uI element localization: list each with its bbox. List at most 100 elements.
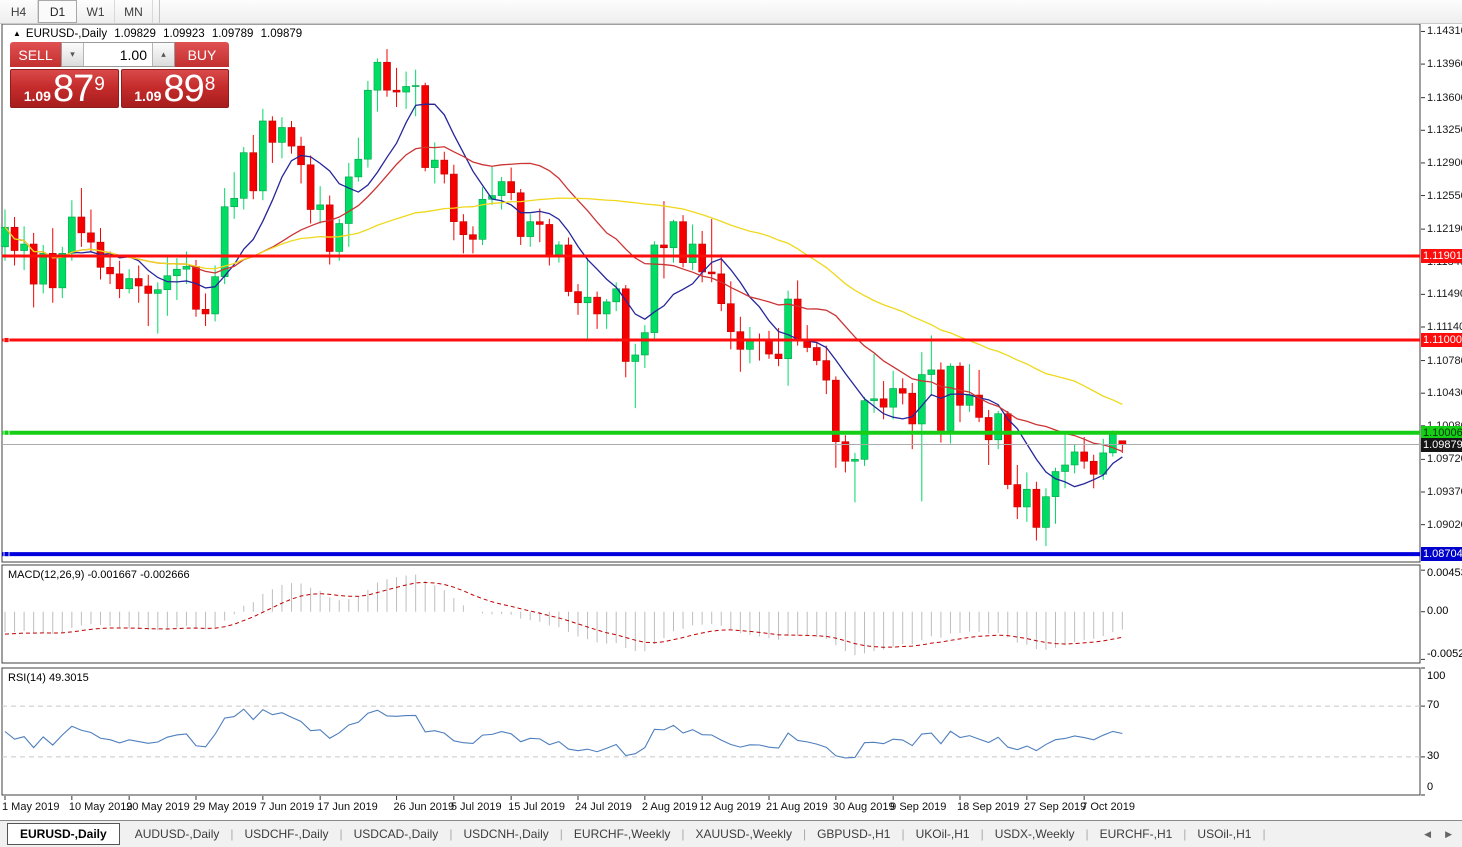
tab-scroll-right-button[interactable]: ▶ (1445, 828, 1452, 839)
candle (583, 258, 592, 340)
volume-spinner: ▾ 1.00 ▴ (61, 42, 175, 67)
ohlc-close: 1.09879 (260, 28, 303, 40)
candle (134, 265, 143, 303)
chart-header: ▲ EURUSD-,Daily 1.09829 1.09923 1.09789 1… (13, 28, 306, 40)
candle (774, 327, 783, 367)
candle (48, 228, 57, 303)
macd-axis-label: 0.004536 (1427, 567, 1462, 579)
hline-handle[interactable] (3, 429, 10, 436)
date-label: 18 Sep 2019 (957, 801, 1020, 813)
hline-price-label: 1.10006 (1421, 425, 1462, 440)
hline-handle[interactable] (3, 337, 10, 343)
date-label: 21 Aug 2019 (766, 801, 828, 813)
date-label: 26 Jun 2019 (393, 801, 455, 813)
bid-price-label: 1.09879 (1421, 437, 1462, 452)
candle (832, 376, 840, 468)
tab-scroll-controls: ◀ ▶ (1424, 829, 1452, 840)
candle (812, 341, 821, 366)
ohlc-open: 1.09829 (114, 28, 156, 40)
candle (115, 260, 124, 299)
volume-increase-button[interactable]: ▴ (152, 43, 174, 66)
buy-price-display[interactable]: 1.09 89 8 (120, 69, 229, 108)
symbol-tab-usoil-h1[interactable]: USOil-,H1 (1197, 827, 1252, 841)
candle (516, 189, 525, 245)
candle (688, 224, 697, 271)
buy-price-prefix: 1.09 (134, 88, 162, 104)
candle (249, 134, 258, 200)
symbol-tab-usdcad-daily[interactable]: USDCAD-,Daily (353, 827, 439, 841)
chart-tab-bar: EURUSD-,Daily AUDUSD-,Daily | USDCHF-,Daily… (0, 820, 1462, 847)
date-label: 10 May 2019 (68, 801, 133, 813)
price-tick-label: 1.13250 (1427, 124, 1462, 137)
macd-pane[interactable] (1, 564, 1421, 664)
price-tick-label: 1.12190 (1427, 223, 1462, 236)
buy-button[interactable]: BUY (175, 42, 229, 67)
symbol-tab-ukoil-h1[interactable]: UKOil-,H1 (915, 827, 970, 841)
chart-canvas[interactable] (0, 0, 1462, 820)
symbol-tab-usdcnh-daily[interactable]: USDCNH-,Daily (463, 827, 549, 841)
tab-scroll-left-button[interactable]: ◀ (1424, 828, 1432, 839)
candle (1061, 434, 1069, 489)
candle (20, 226, 28, 271)
price-pane[interactable] (1, 23, 1421, 563)
candle (440, 151, 449, 184)
rsi-line (4, 708, 1123, 759)
hline-handle[interactable] (3, 551, 10, 558)
symbol-tab-eurchf-h1[interactable]: EURCHF-,H1 (1099, 827, 1173, 841)
symbol-tab-gbpusd-h1[interactable]: GBPUSD-,H1 (817, 827, 891, 841)
tab-separator: | (901, 827, 905, 841)
macd-axis-label: -0.005205 (1427, 648, 1462, 660)
candle (564, 237, 573, 297)
candle (889, 370, 897, 420)
tab-separator: | (339, 827, 343, 841)
ma45-line (4, 197, 1123, 405)
macd-indicator-label: MACD(12,26,9) -0.001667 -0.002666 (8, 569, 190, 581)
symbol-tab-eurusd-daily[interactable]: EURUSD-,Daily (7, 823, 120, 845)
sell-price-main: 87 (52, 68, 94, 110)
date-label: 27 Sep 2019 (1023, 801, 1087, 813)
date-label: 9 Sep 2019 (890, 801, 947, 813)
candle (784, 290, 792, 386)
candle (478, 187, 487, 245)
volume-input[interactable]: 1.00 (119, 46, 147, 63)
candle (679, 215, 687, 268)
candle (68, 200, 76, 261)
date-label: 5 Jul 2019 (450, 801, 502, 813)
rsi-pane[interactable] (1, 667, 1421, 796)
sell-price-display[interactable]: 1.09 87 9 (10, 69, 119, 108)
timeframe-button-w1[interactable]: W1 (77, 0, 115, 23)
rsi-axis-label: 100 (1427, 670, 1446, 682)
timeframe-button-d1[interactable]: D1 (38, 0, 77, 23)
timeframe-button-h4[interactable]: H4 (0, 0, 38, 23)
symbol-tab-audusd-daily[interactable]: AUDUSD-,Daily (134, 827, 220, 841)
date-label: 24 Jul 2019 (575, 801, 632, 813)
candle (602, 299, 611, 329)
timeframe-toolbar: H4 D1 W1 MN (0, 0, 1462, 24)
symbol-tab-usdchf-daily[interactable]: USDCHF-,Daily (244, 827, 329, 841)
candle (430, 142, 439, 184)
candle (726, 281, 735, 350)
sell-button[interactable]: SELL (10, 42, 61, 67)
candle (173, 258, 181, 300)
price-tick-label: 1.12550 (1427, 189, 1462, 202)
candle (660, 201, 668, 279)
timeframe-button-mn[interactable]: MN (115, 0, 153, 23)
candle (39, 244, 48, 294)
tab-separator: | (1183, 827, 1187, 841)
candle (278, 117, 286, 159)
ohlc-low: 1.09789 (211, 28, 254, 40)
one-click-trade-panel: SELL ▾ 1.00 ▴ BUY 1.09 87 9 1.09 89 8 (10, 42, 229, 108)
symbol-tab-usdx-weekly[interactable]: USDX-,Weekly (994, 827, 1075, 841)
volume-decrease-button[interactable]: ▾ (62, 43, 84, 66)
symbol-tab-xauusd-weekly[interactable]: XAUUSD-,Weekly (695, 827, 792, 841)
candle (239, 147, 248, 210)
candle (526, 214, 535, 247)
symbol-collapse-icon[interactable]: ▲ (13, 29, 21, 38)
hline-price-label: 1.08704 (1421, 547, 1462, 562)
candle (593, 291, 601, 329)
price-tick-label: 1.14310 (1427, 25, 1462, 38)
price-tick-label: 1.13960 (1427, 58, 1462, 71)
candle (822, 345, 831, 395)
candle (1042, 488, 1050, 547)
symbol-tab-eurchf-weekly[interactable]: EURCHF-,Weekly (573, 827, 671, 841)
